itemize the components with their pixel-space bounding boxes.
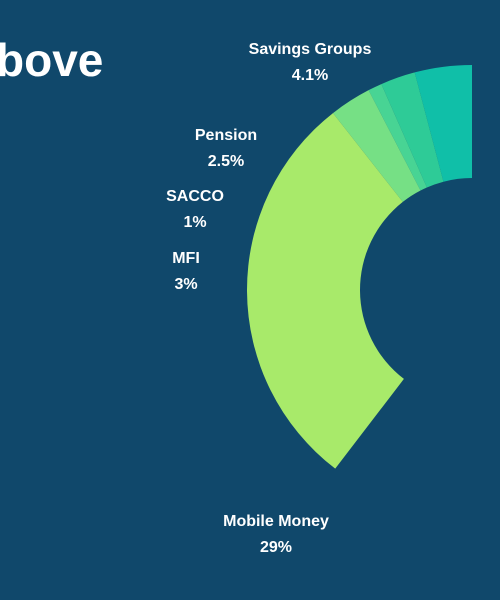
slice-value-label: 1% [183,214,206,231]
slice-label: Pension [195,127,257,144]
slice-label: Savings Groups [249,41,372,58]
chart-title: bove [0,34,103,86]
slice-label: SACCO [166,188,224,205]
donut-slice [332,90,421,202]
slice-value-label: 2.5% [208,153,244,170]
slice-label: Mobile Money [223,513,329,530]
slice-value-label: 29% [260,539,292,556]
donut-slice [246,113,404,469]
donut-slice [368,84,427,191]
donut-slice [381,72,444,188]
donut-slice [414,65,472,182]
slice-label: MFI [172,250,200,267]
slice-value-label: 4.1% [292,67,328,84]
slice-value-label: 3% [174,276,197,293]
